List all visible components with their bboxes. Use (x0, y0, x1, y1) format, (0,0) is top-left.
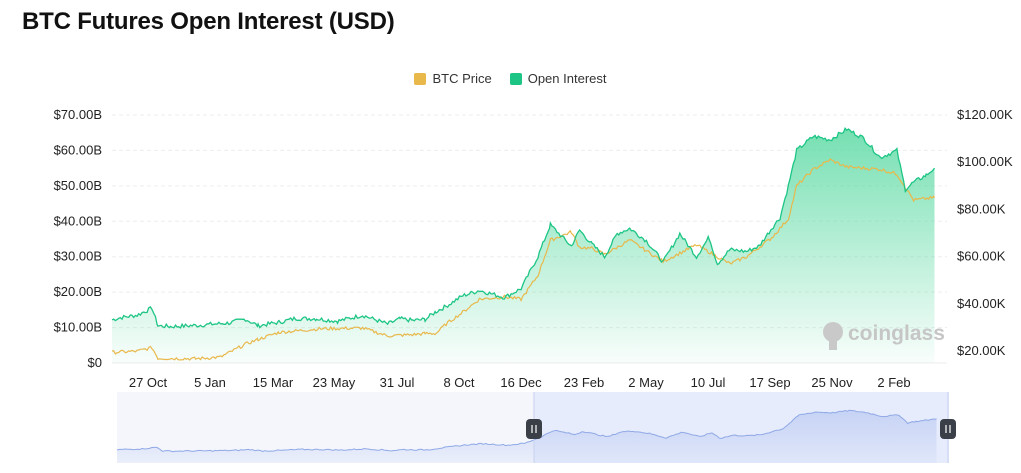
coinglass-logo-icon-stem (829, 340, 837, 350)
y-left-tick-label: $40.00B (54, 213, 102, 228)
x-tick-label: 17 Sep (749, 375, 790, 390)
y-left-tick-label: $10.00B (54, 320, 102, 335)
legend-item-open-interest[interactable]: Open Interest (509, 71, 607, 86)
y-right-tick-label: $20.00K (957, 343, 1006, 358)
x-tick-label: 8 Oct (443, 375, 474, 390)
y-right-tick-label: $120.00K (957, 107, 1013, 122)
x-tick-label: 2 Feb (877, 375, 910, 390)
legend-label-open-interest: Open Interest (527, 71, 607, 86)
chart-title: BTC Futures Open Interest (USD) (22, 8, 395, 35)
x-tick-label: 25 Nov (811, 375, 853, 390)
y-right-tick-label: $40.00K (957, 296, 1006, 311)
y-left-tick-label: $70.00B (54, 107, 102, 122)
y-right-tick-label: $100.00K (957, 154, 1013, 169)
navigator-area (117, 410, 937, 463)
x-tick-label: 23 Feb (564, 375, 604, 390)
x-tick-label: 5 Jan (194, 375, 226, 390)
legend-item-btc-price[interactable]: BTC Price (414, 71, 492, 86)
open-interest-swatch-icon (509, 72, 522, 85)
x-tick-label: 2 May (628, 375, 664, 390)
x-tick-label: 16 Dec (500, 375, 542, 390)
open-interest-line (111, 127, 936, 329)
legend-label-btc-price: BTC Price (432, 71, 492, 86)
x-tick-label: 10 Jul (691, 375, 726, 390)
x-tick-label: 31 Jul (380, 375, 415, 390)
x-tick-label: 23 May (313, 375, 356, 390)
btc-price-line (111, 158, 936, 361)
y-left-tick-label: $0 (88, 355, 102, 370)
y-left-tick-label: $30.00B (54, 249, 102, 264)
x-tick-label: 27 Oct (129, 375, 168, 390)
y-left-tick-label: $50.00B (54, 178, 102, 193)
navigator-left-handle[interactable] (526, 419, 542, 439)
navigator-right-handle[interactable] (940, 419, 956, 439)
btc-price-swatch-icon (414, 72, 427, 85)
y-right-tick-label: $80.00K (957, 201, 1006, 216)
y-left-tick-label: $60.00B (54, 142, 102, 157)
x-tick-label: 15 Mar (253, 375, 294, 390)
coinglass-logo-icon (823, 322, 843, 342)
y-left-tick-label: $20.00B (54, 284, 102, 299)
navigator-line (116, 409, 937, 453)
y-right-tick-label: $60.00K (957, 249, 1006, 264)
legend: BTC Price Open Interest (0, 71, 1021, 86)
open-interest-area (112, 128, 935, 363)
watermark: coinglass (848, 322, 945, 345)
